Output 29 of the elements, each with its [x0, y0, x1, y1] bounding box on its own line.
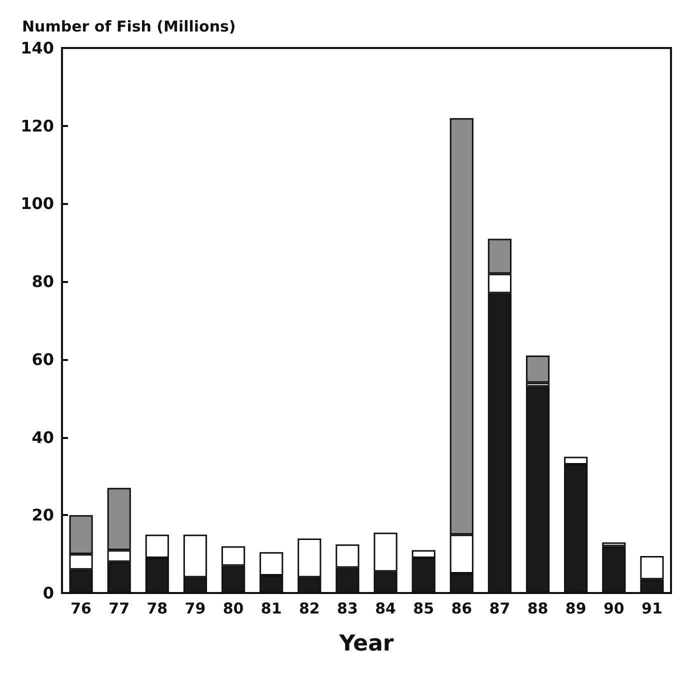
- x-tick-label: 76: [70, 600, 92, 618]
- y-tick-label: 100: [20, 194, 54, 214]
- x-tick-label: 89: [565, 600, 586, 618]
- x-tick-label: 78: [146, 600, 168, 618]
- bar: [526, 356, 550, 383]
- y-tick-label: 40: [32, 428, 54, 447]
- y-axis-title: Number of Fish (Millions): [22, 18, 236, 36]
- y-tick-label: 60: [32, 350, 54, 369]
- x-tick-label: 87: [489, 600, 510, 618]
- x-tick-label: 86: [451, 600, 472, 618]
- y-tick-label: 20: [32, 506, 54, 525]
- x-tick-label: 91: [642, 600, 662, 618]
- x-axis-title: Year: [338, 632, 394, 656]
- bar: [526, 386, 550, 593]
- x-tick-label: 83: [337, 600, 358, 618]
- x-tick-label: 90: [603, 600, 624, 618]
- y-tick-label: 120: [20, 116, 54, 136]
- y-tick-label: 80: [32, 272, 54, 292]
- x-tick-label: 82: [298, 600, 320, 618]
- x-tick-label: 77: [108, 600, 130, 618]
- x-tick-label: 84: [375, 600, 396, 618]
- y-tick-label: 0: [42, 584, 54, 602]
- x-tick-label: 80: [222, 600, 244, 618]
- y-tick-label: 140: [20, 38, 54, 58]
- x-tick-label: 81: [260, 600, 282, 618]
- x-tick-label: 88: [527, 600, 548, 618]
- bar: [602, 546, 626, 593]
- x-tick-label: 79: [184, 600, 206, 618]
- x-tick-label: 85: [413, 600, 434, 618]
